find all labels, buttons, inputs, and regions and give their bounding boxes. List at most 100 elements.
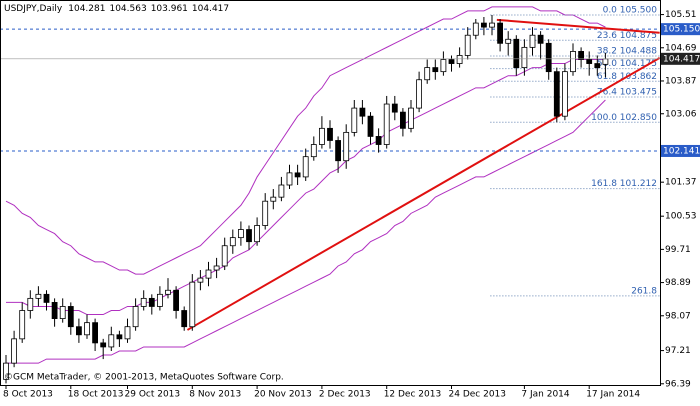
x-tick-label: 18 Oct 2013 <box>68 390 124 400</box>
fib-label: 76.4 103.475 <box>597 87 657 97</box>
trend-line <box>496 18 660 34</box>
candle-body <box>132 306 139 328</box>
header-low: 103.961 <box>151 4 188 14</box>
candle-body <box>545 42 552 73</box>
y-tick-label: 105.51 <box>665 10 697 20</box>
x-tick-label: 7 Jan 2014 <box>521 390 569 400</box>
candle-body <box>367 115 374 137</box>
candle-body <box>472 22 479 36</box>
candle-body <box>343 131 350 162</box>
y-tick-label: 97.21 <box>665 346 691 356</box>
candle-body <box>237 229 244 239</box>
x-tick-label: 20 Nov 2013 <box>254 390 312 400</box>
candle-body <box>294 172 301 178</box>
candle-body <box>302 156 309 178</box>
y-tick-label: 98.89 <box>665 278 691 288</box>
y-tick-label: 96.39 <box>665 379 691 389</box>
y-tick-label: 98.07 <box>665 311 691 321</box>
candle-body <box>51 302 58 320</box>
candle-body <box>140 297 147 307</box>
candle-body <box>432 67 439 73</box>
candle-body <box>399 111 406 129</box>
candle-body <box>156 293 163 307</box>
chart-title: USDJPY,Daily <box>4 4 63 14</box>
candle-body <box>594 63 601 69</box>
candle-body <box>173 289 180 311</box>
band-line <box>6 59 606 316</box>
candle-body <box>359 107 366 117</box>
candle-body <box>148 297 155 307</box>
x-tick-label: 12 Dec 2013 <box>384 390 442 400</box>
candle-body <box>11 338 18 364</box>
current-price-label: 104.417 <box>663 54 700 64</box>
candle-body <box>602 58 609 65</box>
header-open: 104.281 <box>68 4 105 14</box>
candle-body <box>278 184 285 198</box>
candle-body <box>586 59 593 64</box>
level-label: 102.141 <box>663 146 700 156</box>
candle-body <box>408 107 414 129</box>
candle-body <box>286 172 293 186</box>
candle-body <box>416 79 423 109</box>
candle-body <box>43 293 50 303</box>
band-line <box>6 99 606 364</box>
x-tick-label: 17 Jan 2014 <box>586 390 640 400</box>
candle-body <box>67 306 74 328</box>
candle-body <box>391 103 398 113</box>
current-price-box <box>661 52 700 65</box>
header-high: 104.563 <box>109 4 146 14</box>
candle-body <box>537 34 544 44</box>
fib-label: 100.0 102.850 <box>591 113 657 123</box>
candle-body <box>375 136 382 145</box>
candle-body <box>254 225 261 243</box>
candle-body <box>351 107 358 133</box>
candle-body <box>335 140 342 162</box>
candle-body <box>27 297 34 311</box>
candle-body <box>205 269 212 279</box>
candle-body <box>3 362 9 380</box>
candle-body <box>213 265 220 271</box>
candle-body <box>318 127 325 145</box>
y-tick-label: 101.37 <box>665 178 697 188</box>
x-tick-label: 24 Dec 2013 <box>449 390 507 400</box>
plot-frame <box>0 0 661 386</box>
candle-body <box>197 277 204 283</box>
level-label-box <box>661 23 700 36</box>
candle-body <box>553 71 560 117</box>
candle-body <box>424 67 431 81</box>
y-tick-label: 100.53 <box>665 212 697 222</box>
candle-body <box>489 22 495 28</box>
candle-body <box>189 281 196 328</box>
candle-body <box>35 293 42 299</box>
candle-body <box>165 289 171 295</box>
x-tick-label: 2 Dec 2013 <box>319 390 371 400</box>
candle-body <box>124 326 131 340</box>
x-tick-label: 8 Oct 2013 <box>3 390 53 400</box>
trend-line <box>186 57 661 331</box>
candle-body <box>578 51 584 60</box>
candle-body <box>570 51 576 73</box>
candle-body <box>505 38 512 44</box>
fib-label: 0.0 105.500 <box>603 5 658 15</box>
fib-label: 50.0 104.175 <box>597 59 657 69</box>
candle-body <box>480 22 487 28</box>
candle-body <box>108 334 115 348</box>
y-tick-label: 103.06 <box>665 109 697 119</box>
candle-body <box>383 103 390 145</box>
candle-body <box>76 326 82 336</box>
candle-body <box>100 342 107 348</box>
candle-body <box>116 334 123 340</box>
candle-body <box>181 310 188 328</box>
candle-body <box>92 322 98 344</box>
level-label-box <box>661 144 700 157</box>
candle-body <box>327 127 333 141</box>
candle-body <box>262 200 269 226</box>
candle-body <box>270 196 277 202</box>
fib-label: 23.6 104.875 <box>597 31 657 41</box>
candle-body <box>84 322 90 336</box>
candle-body <box>19 310 26 340</box>
candle-body <box>246 229 252 243</box>
candle-body <box>440 59 447 73</box>
